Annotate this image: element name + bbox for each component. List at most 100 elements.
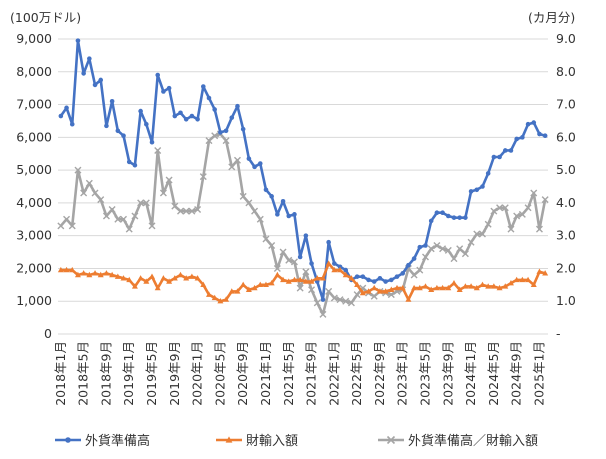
data-point xyxy=(148,222,156,230)
data-point xyxy=(245,199,253,207)
data-point xyxy=(308,286,316,294)
data-point xyxy=(120,275,127,281)
x-tick-label: 2021年9月 xyxy=(304,341,319,406)
data-point xyxy=(354,274,360,279)
data-point xyxy=(531,120,537,125)
data-point xyxy=(57,266,64,273)
data-point xyxy=(108,205,116,213)
data-point xyxy=(263,187,269,193)
data-point xyxy=(427,245,435,253)
data-point xyxy=(290,258,298,266)
data-point xyxy=(194,205,202,213)
data-point xyxy=(98,77,104,83)
series-1 xyxy=(58,38,548,302)
legend-item-2: 財輸入額 xyxy=(216,434,298,449)
data-point xyxy=(485,171,491,176)
data-point xyxy=(104,123,109,129)
data-point xyxy=(69,121,75,127)
data-point xyxy=(525,121,531,127)
x-tick-label: 2021年5月 xyxy=(281,341,296,406)
data-point xyxy=(239,192,247,200)
data-point xyxy=(524,204,532,212)
data-point xyxy=(507,225,515,233)
data-point xyxy=(491,154,497,160)
x-tick-label: 2024年9月 xyxy=(509,341,524,406)
data-point xyxy=(222,137,230,145)
data-point xyxy=(387,291,395,299)
data-point xyxy=(297,276,304,283)
data-point xyxy=(478,230,486,238)
data-point xyxy=(131,283,138,289)
data-point xyxy=(160,275,167,281)
legend-marker xyxy=(225,436,233,443)
data-point xyxy=(240,126,246,132)
data-point xyxy=(285,278,292,284)
legend: 外貨準備高 財輸入額 外貨準備高／財輸入額 xyxy=(55,433,538,449)
data-point xyxy=(366,277,371,283)
data-point xyxy=(154,284,161,291)
data-point xyxy=(508,148,514,153)
right-tick-label: 3.0 xyxy=(556,228,576,243)
data-point xyxy=(131,212,139,220)
data-point xyxy=(211,132,219,140)
data-point xyxy=(183,117,189,122)
data-point xyxy=(205,137,213,145)
data-point xyxy=(399,284,406,291)
gridlines xyxy=(58,38,548,335)
data-point xyxy=(103,270,110,276)
data-point xyxy=(251,207,259,215)
data-point xyxy=(217,298,224,304)
data-point xyxy=(182,207,190,215)
data-point xyxy=(541,196,549,204)
data-point xyxy=(228,163,236,171)
data-point xyxy=(280,276,287,283)
data-point xyxy=(450,279,457,286)
x-tick-label: 2022年1月 xyxy=(326,341,341,406)
data-point xyxy=(490,283,497,289)
data-point xyxy=(309,261,314,266)
data-point xyxy=(371,284,378,291)
data-point xyxy=(370,292,378,300)
data-point xyxy=(211,294,218,301)
x-tick-label: 2023年9月 xyxy=(440,341,455,406)
data-point xyxy=(365,288,372,294)
left-tick-label: 2,000 xyxy=(16,260,52,275)
data-point xyxy=(109,271,116,278)
data-point xyxy=(440,210,445,216)
left-tick-label: 7,000 xyxy=(16,97,52,112)
data-point xyxy=(473,284,480,291)
data-point xyxy=(490,207,498,215)
data-point xyxy=(468,283,475,289)
x-tick-label: 2025年1月 xyxy=(531,341,546,406)
legend-item-3: 外貨準備高／財輸入額 xyxy=(378,433,538,449)
data-point xyxy=(530,281,537,288)
data-point xyxy=(406,262,411,268)
data-point xyxy=(233,156,241,164)
data-point xyxy=(479,281,486,288)
data-point xyxy=(194,275,201,281)
data-point xyxy=(69,266,76,273)
data-point xyxy=(178,110,183,116)
right-unit-label: (カ月分) xyxy=(528,10,575,25)
data-point xyxy=(268,279,275,286)
data-point xyxy=(502,283,509,289)
data-point xyxy=(64,105,69,111)
data-point xyxy=(303,233,309,238)
data-point xyxy=(149,273,156,279)
data-point xyxy=(354,281,361,288)
data-point xyxy=(142,199,150,207)
data-point xyxy=(456,286,463,292)
data-point xyxy=(456,245,464,253)
data-point xyxy=(159,189,167,197)
data-point xyxy=(269,194,274,199)
data-point xyxy=(132,162,138,168)
data-point xyxy=(161,89,166,94)
data-point xyxy=(257,281,264,288)
data-point xyxy=(313,299,321,307)
data-point xyxy=(353,291,361,299)
data-point xyxy=(91,189,99,197)
data-point xyxy=(496,284,503,291)
data-point xyxy=(273,264,281,272)
data-point xyxy=(257,161,263,166)
data-point xyxy=(377,275,383,281)
